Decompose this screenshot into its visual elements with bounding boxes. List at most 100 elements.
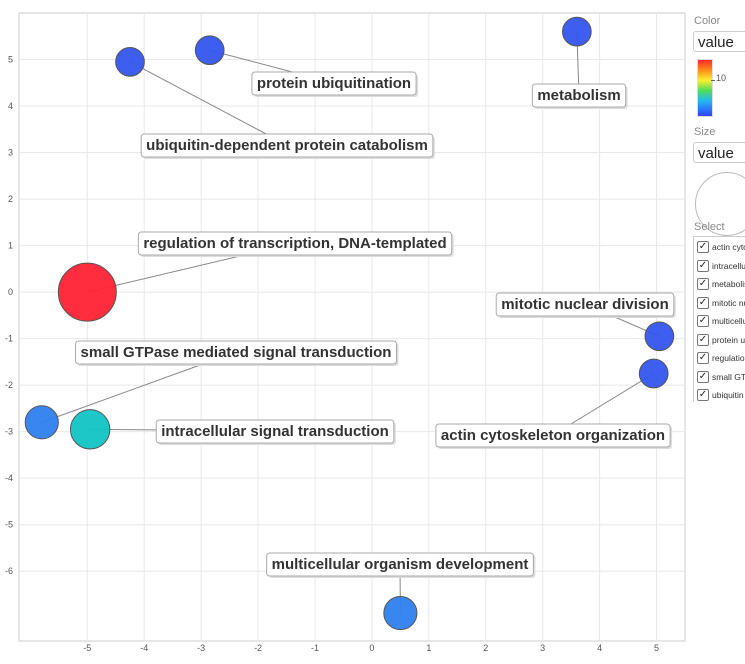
x-tick-label: -3 bbox=[197, 643, 205, 653]
bubble[interactable] bbox=[69, 409, 111, 450]
bubble-label-text: multicellular organism development bbox=[272, 556, 529, 573]
x-tick-label: 0 bbox=[369, 643, 374, 653]
bubble-label-text: actin cytoskeleton organization bbox=[441, 427, 665, 444]
size-heading: Size bbox=[694, 126, 716, 138]
y-tick-label: 2 bbox=[8, 194, 13, 204]
checkbox-icon[interactable]: ✓ bbox=[697, 370, 709, 383]
color-scale-bar bbox=[697, 59, 713, 117]
bubble-labels: protein ubiquitination ubiquitin-dependen… bbox=[75, 71, 676, 578]
select-checklist: ✓ actin cyto ✓ intracellul ✓ metabolis ✓ mitoti… bbox=[693, 236, 745, 402]
bubble-label-box bbox=[266, 552, 534, 577]
bubble[interactable] bbox=[638, 358, 669, 389]
x-tick-label: 2 bbox=[483, 643, 488, 653]
x-tick-label: -4 bbox=[140, 643, 148, 653]
bubble[interactable] bbox=[644, 321, 675, 352]
bubble-label: intracellular signal transduction bbox=[155, 419, 396, 445]
size-select[interactable]: value bbox=[693, 142, 745, 163]
bubble-label: actin cytoskeleton organization bbox=[435, 423, 673, 449]
checkbox-icon[interactable]: ✓ bbox=[697, 278, 709, 291]
bubbles[interactable] bbox=[24, 16, 675, 631]
bubble[interactable] bbox=[562, 16, 592, 47]
select-item[interactable]: ✓ actin cyto bbox=[694, 238, 745, 257]
connector-line bbox=[129, 61, 288, 146]
bubble-label-box bbox=[155, 419, 395, 444]
bubble-label-box bbox=[137, 231, 453, 256]
select-item-label: metabolis bbox=[712, 279, 745, 290]
select-item[interactable]: ✓ mitotic nu bbox=[694, 294, 745, 313]
x-tick-label: 1 bbox=[426, 643, 431, 653]
color-heading: Color bbox=[694, 15, 721, 27]
select-item-label: mitotic nu bbox=[712, 297, 745, 308]
bubble[interactable] bbox=[57, 262, 117, 322]
bubble-chart: -5 -4 -3 -2 -1 0 1 2 3 4 5 -6 -5 -4 -3 -2 -1 0 1 2 3 4 5 prote… bbox=[5, 12, 686, 653]
y-tick-label: 5 bbox=[8, 55, 13, 65]
legend-panel: Color value 10 Size value Select ✓ actin … bbox=[693, 12, 745, 402]
tick-labels: -5 -4 -3 -2 -1 0 1 2 3 4 5 -6 -5 -4 -3 -2 -1 0 1 2 3 4 5 bbox=[5, 55, 659, 653]
x-tick-label: 4 bbox=[597, 643, 602, 653]
checkbox-icon[interactable]: ✓ bbox=[697, 259, 709, 272]
bubble-label: small GTPase mediated signal transductio… bbox=[75, 340, 399, 366]
select-item-label: multicellu bbox=[712, 316, 745, 327]
x-tick-label: -1 bbox=[311, 643, 319, 653]
select-item[interactable]: ✓ metabolis bbox=[694, 275, 745, 294]
y-tick-label: 4 bbox=[8, 101, 13, 111]
bubble[interactable] bbox=[383, 596, 418, 631]
y-tick-label: 0 bbox=[8, 287, 13, 297]
bubble-label-text: mitotic nuclear division bbox=[501, 296, 669, 313]
color-select[interactable]: value bbox=[693, 31, 745, 52]
checkbox-icon[interactable]: ✓ bbox=[697, 315, 709, 328]
select-heading: Select bbox=[694, 221, 725, 233]
bubble-label: protein ubiquitination bbox=[251, 71, 419, 97]
x-tick-label: -5 bbox=[83, 643, 91, 653]
bubble-label: multicellular organism development bbox=[266, 552, 536, 578]
bubble-label-text: small GTPase mediated signal transductio… bbox=[81, 344, 392, 361]
y-tick-label: 1 bbox=[8, 241, 13, 251]
bubble-label-box bbox=[251, 71, 417, 96]
bubble-label-box bbox=[531, 83, 627, 108]
bubble[interactable] bbox=[115, 46, 145, 77]
checkbox-icon[interactable]: ✓ bbox=[697, 352, 709, 365]
select-item-label: regulation bbox=[712, 353, 745, 364]
bubble[interactable] bbox=[24, 405, 59, 440]
bubble-label-text: protein ubiquitination bbox=[257, 75, 411, 92]
y-tick-label: -2 bbox=[5, 380, 13, 390]
y-tick-label: -6 bbox=[5, 566, 13, 576]
bubble-label: metabolism bbox=[531, 83, 628, 109]
y-tick-label: -3 bbox=[5, 427, 13, 437]
checkbox-icon[interactable]: ✓ bbox=[697, 296, 709, 309]
bubble-label: regulation of transcription, DNA-templat… bbox=[137, 231, 454, 257]
select-item-label: protein u bbox=[712, 334, 745, 345]
color-scale-tick bbox=[711, 80, 715, 81]
select-item[interactable]: ✓ multicellu bbox=[694, 312, 745, 331]
y-tick-label: 3 bbox=[8, 148, 13, 158]
bubble-label-text: metabolism bbox=[537, 87, 620, 104]
checkbox-icon[interactable]: ✓ bbox=[697, 241, 709, 254]
bubble-label: ubiquitin-dependent protein catabolism bbox=[140, 133, 435, 159]
bubble-label-text: ubiquitin-dependent protein catabolism bbox=[146, 137, 428, 154]
bubble-label-text: intracellular signal transduction bbox=[161, 423, 389, 440]
color-scale-tick-label: 10 bbox=[716, 73, 727, 83]
select-item-label: small GT bbox=[712, 371, 745, 382]
select-item[interactable]: ✓regulation bbox=[694, 349, 745, 368]
select-item-label: ubiquitin bbox=[712, 390, 744, 401]
select-item[interactable]: ✓ ubiquitin bbox=[694, 386, 745, 402]
checkbox-icon[interactable]: ✓ bbox=[697, 389, 709, 402]
bubble-label-text: regulation of transcription, DNA-templat… bbox=[143, 235, 446, 252]
bubble-label-box bbox=[75, 340, 397, 365]
plot-area bbox=[18, 12, 686, 642]
select-item[interactable]: ✓ intracellul bbox=[694, 257, 745, 276]
x-tick-label: 3 bbox=[540, 643, 545, 653]
checkbox-icon[interactable]: ✓ bbox=[697, 333, 709, 346]
select-item[interactable]: ✓ small GT bbox=[694, 368, 745, 387]
bubble-label-box bbox=[435, 423, 671, 448]
y-tick-label: -4 bbox=[5, 473, 13, 483]
x-tick-label: 5 bbox=[654, 643, 659, 653]
bubble[interactable] bbox=[194, 35, 225, 66]
bubble-label-box bbox=[495, 292, 675, 317]
select-item[interactable]: ✓ protein u bbox=[694, 331, 745, 350]
bubble-label: mitotic nuclear division bbox=[495, 292, 676, 318]
bubble-label-box bbox=[140, 133, 434, 158]
x-tick-label: -2 bbox=[254, 643, 262, 653]
y-tick-label: -5 bbox=[5, 520, 13, 530]
y-tick-label: -1 bbox=[5, 334, 13, 344]
